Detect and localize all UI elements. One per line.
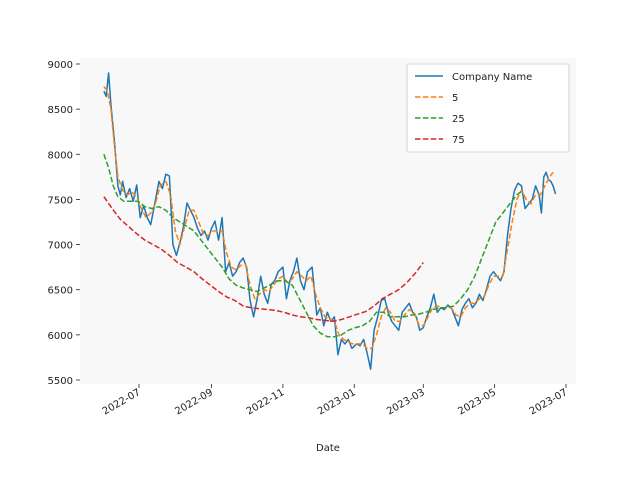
x-tick-label: 2022-09 (173, 387, 215, 417)
x-tick-label: 2022-11 (245, 387, 287, 417)
legend-label: 25 (452, 114, 465, 125)
y-tick-label: 8000 (48, 150, 73, 161)
y-tick-label: 6500 (48, 286, 73, 297)
x-tick-label: 2023-07 (528, 387, 570, 417)
legend-box (406, 63, 570, 153)
series-line-5 (103, 86, 554, 350)
y-tick-label: 7000 (48, 241, 73, 252)
series-layer (103, 72, 557, 370)
y-tick-label: 5500 (48, 376, 73, 387)
y-tick-label: 6000 (48, 331, 73, 342)
series-line-company-name (103, 72, 557, 370)
x-tick-label: 2023-03 (385, 387, 427, 417)
x-tick-label: 2023-05 (456, 387, 498, 417)
x-tick-label: 2023-01 (316, 387, 358, 417)
x-axis-label: Date (316, 443, 340, 454)
legend-label: 75 (452, 135, 465, 146)
y-axis: 5500 6000 6500 7000 7500 8000 8500 9000 (48, 60, 80, 387)
series-line-25 (103, 154, 524, 338)
x-axis: 2022-07 2022-09 2022-11 2023-01 2023-03 2023-… (101, 384, 570, 417)
x-tick-label: 2022-07 (101, 387, 143, 417)
legend-label: Company Name (452, 72, 532, 83)
legend-label: 5 (452, 93, 458, 104)
y-tick-label: 7500 (48, 195, 73, 206)
y-tick-label: 8500 (48, 105, 73, 116)
y-tick-label: 9000 (48, 60, 73, 71)
legend: Company Name 5 25 75 (406, 63, 570, 153)
series-line-75 (103, 196, 424, 323)
